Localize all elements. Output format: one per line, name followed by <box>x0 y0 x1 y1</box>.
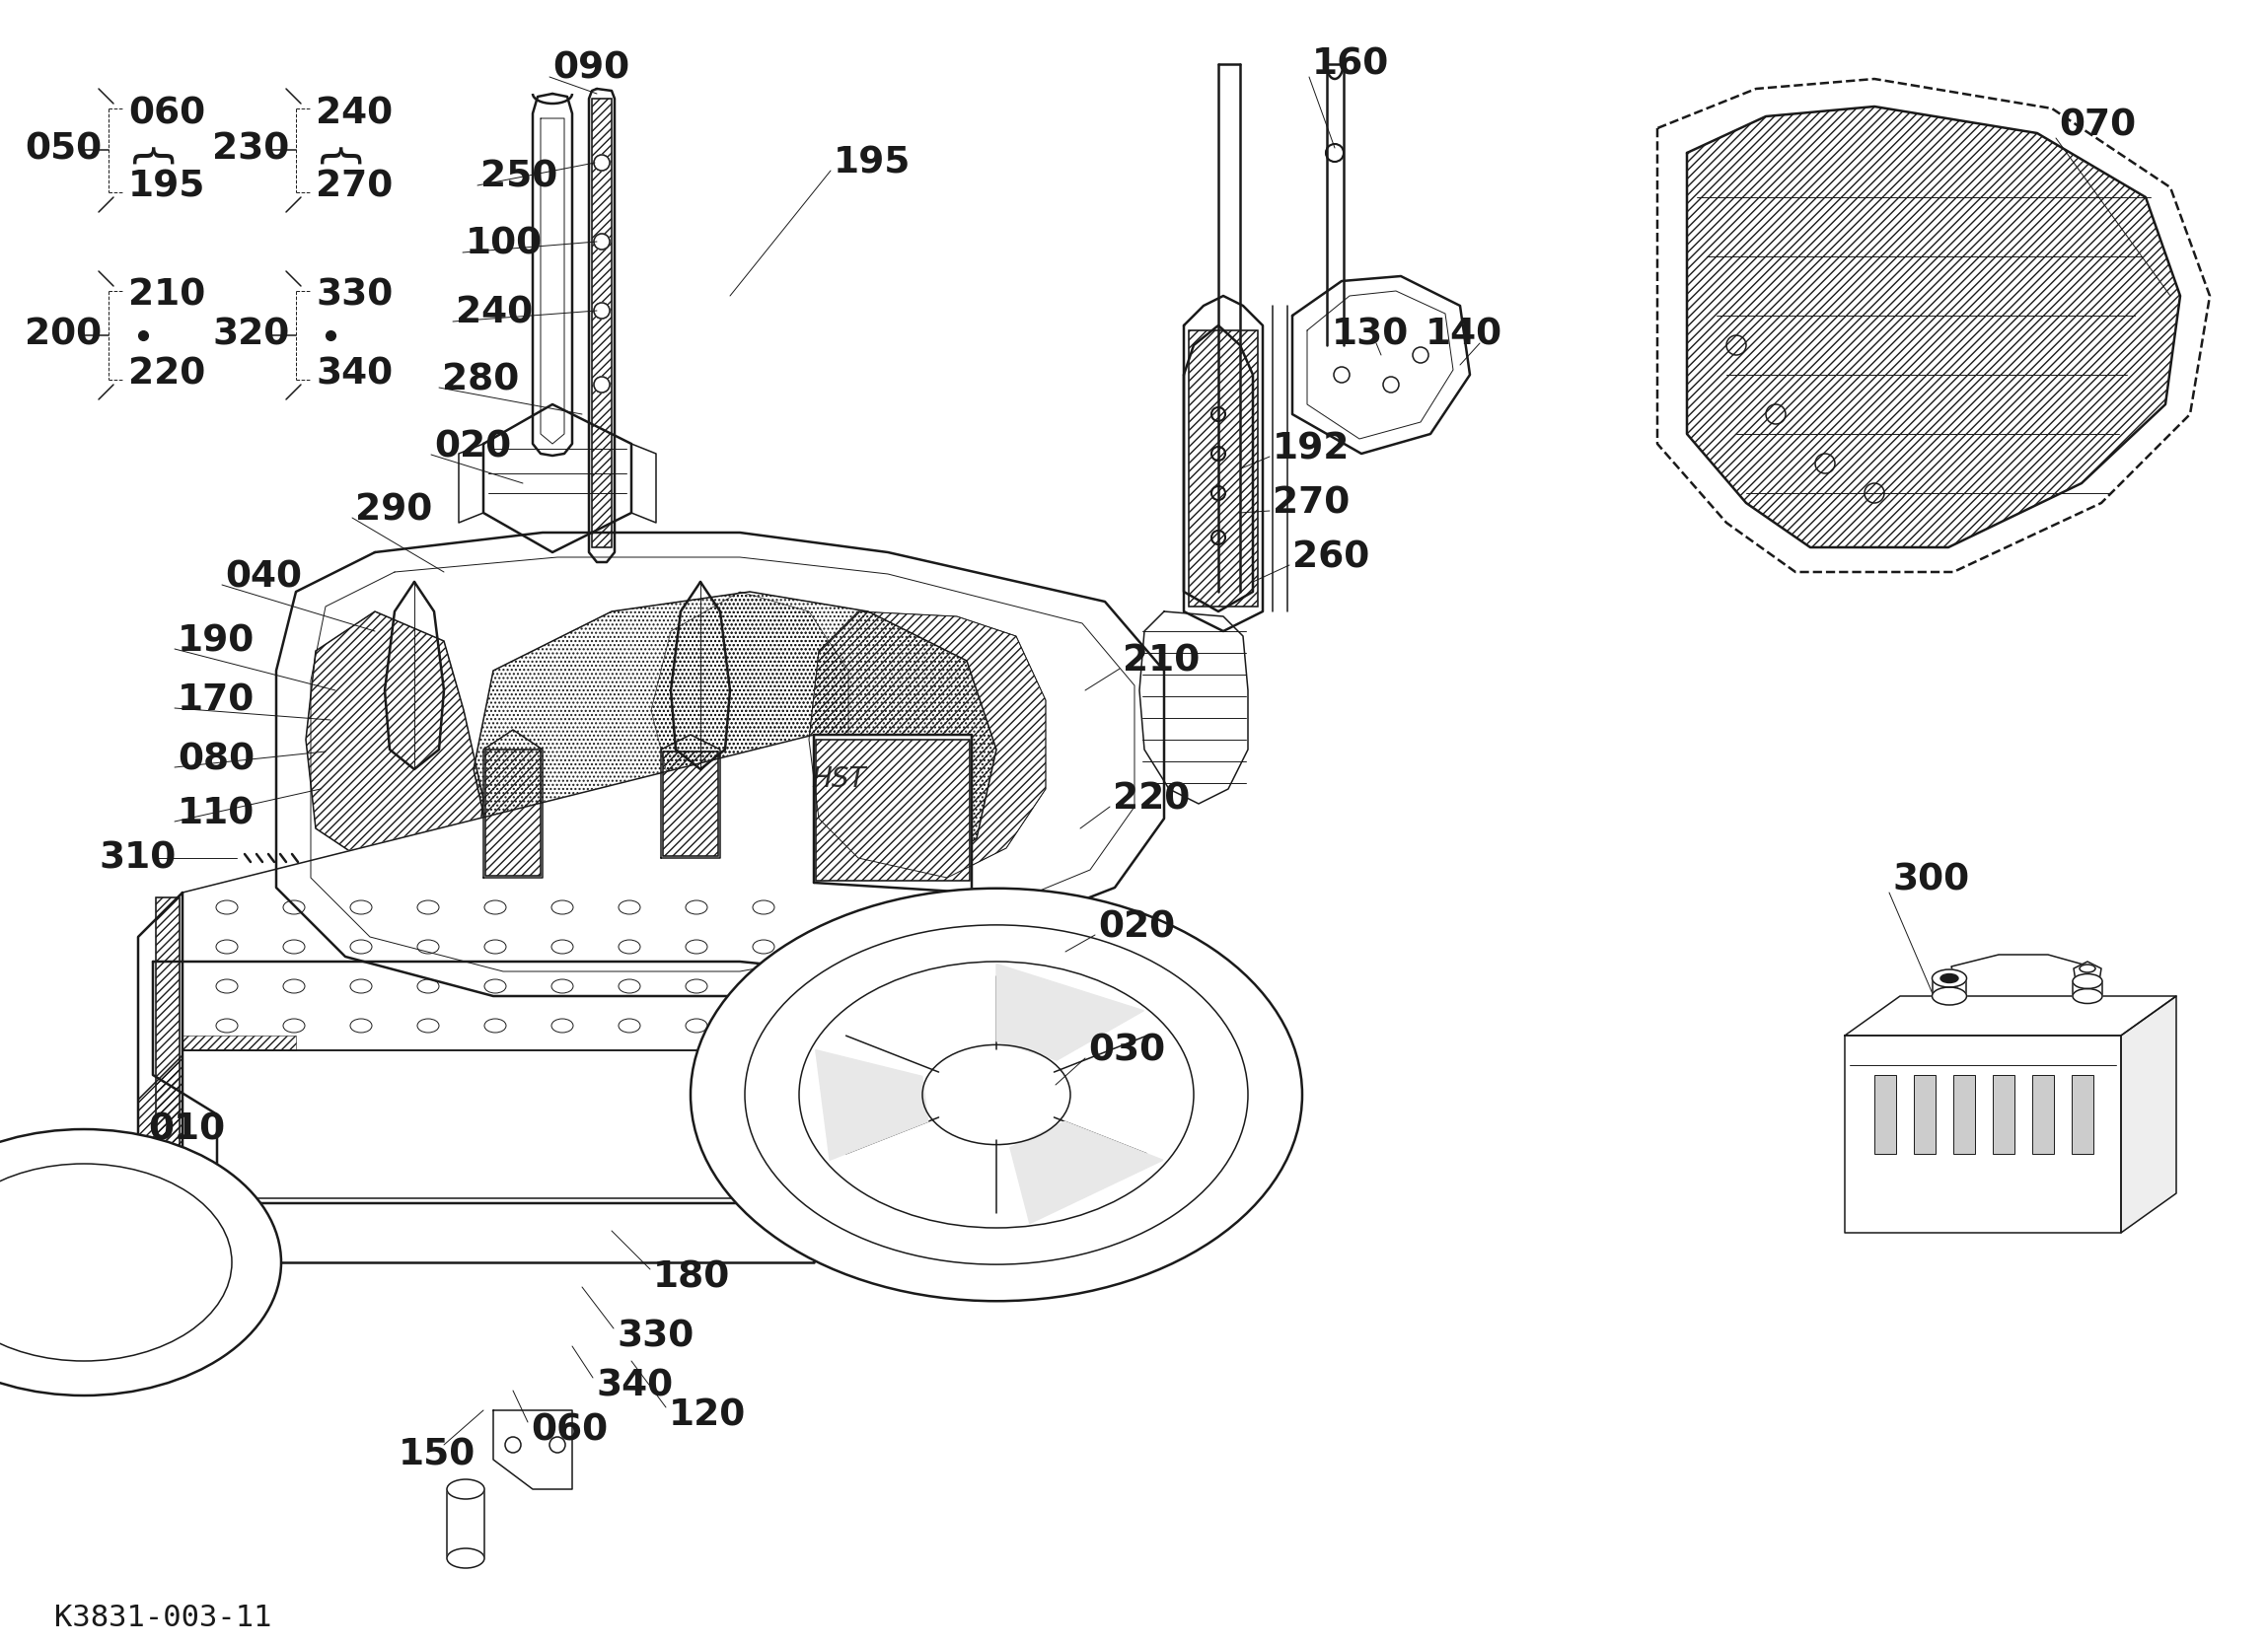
Text: 250: 250 <box>481 160 558 196</box>
Circle shape <box>594 234 610 250</box>
Text: K3831-003-11: K3831-003-11 <box>54 1603 272 1631</box>
Text: 220: 220 <box>1114 782 1191 816</box>
Text: 030: 030 <box>1089 1032 1166 1068</box>
Text: 300: 300 <box>1892 863 1969 897</box>
Text: 050: 050 <box>25 132 102 168</box>
Text: 280: 280 <box>442 362 519 397</box>
Text: 150: 150 <box>399 1437 476 1473</box>
Text: 330: 330 <box>617 1318 694 1355</box>
Ellipse shape <box>1941 974 1957 983</box>
Text: 290: 290 <box>356 492 433 528</box>
Text: 330: 330 <box>315 278 392 314</box>
Ellipse shape <box>798 961 1193 1228</box>
Polygon shape <box>996 965 1143 1060</box>
Text: 120: 120 <box>669 1397 746 1434</box>
Ellipse shape <box>689 889 1302 1300</box>
Text: 260: 260 <box>1293 540 1370 574</box>
Circle shape <box>594 234 610 250</box>
Text: 240: 240 <box>315 95 392 132</box>
Polygon shape <box>814 892 971 1198</box>
Circle shape <box>1327 143 1343 161</box>
Text: 310: 310 <box>98 839 177 876</box>
Text: 010: 010 <box>147 1111 225 1147</box>
Text: 090: 090 <box>553 51 631 87</box>
Circle shape <box>1211 486 1225 500</box>
Text: 130: 130 <box>1331 318 1408 352</box>
Circle shape <box>1211 407 1225 421</box>
Ellipse shape <box>447 1480 485 1500</box>
Bar <box>1953 1075 1975 1154</box>
Text: 192: 192 <box>1272 431 1349 466</box>
Text: 240: 240 <box>456 296 533 331</box>
Ellipse shape <box>744 925 1247 1264</box>
Text: 320: 320 <box>213 318 290 352</box>
Text: 020: 020 <box>433 430 510 464</box>
Polygon shape <box>2121 996 2177 1233</box>
Polygon shape <box>181 1050 814 1198</box>
Text: 190: 190 <box>177 624 254 658</box>
Text: 340: 340 <box>596 1368 674 1404</box>
Text: 270: 270 <box>1272 486 1349 520</box>
Ellipse shape <box>923 1045 1070 1144</box>
Ellipse shape <box>0 1129 281 1396</box>
Circle shape <box>1327 143 1343 161</box>
Text: 080: 080 <box>177 742 254 777</box>
Circle shape <box>1211 446 1225 461</box>
Bar <box>2071 1075 2093 1154</box>
Circle shape <box>594 155 610 171</box>
Circle shape <box>594 377 610 392</box>
Polygon shape <box>1009 1121 1163 1223</box>
Text: 195: 195 <box>835 145 912 181</box>
Ellipse shape <box>2073 974 2102 989</box>
Ellipse shape <box>2080 965 2096 973</box>
Bar <box>1994 1075 2014 1154</box>
Text: 340: 340 <box>315 357 392 392</box>
Ellipse shape <box>1932 969 1966 988</box>
Text: 140: 140 <box>1427 318 1504 352</box>
Text: }: } <box>129 137 170 165</box>
Text: 230: 230 <box>213 132 290 168</box>
Circle shape <box>1211 407 1225 421</box>
Text: 160: 160 <box>1313 46 1390 82</box>
Bar <box>2032 1075 2055 1154</box>
Text: 180: 180 <box>653 1259 730 1295</box>
Circle shape <box>594 303 610 319</box>
Bar <box>1873 1075 1896 1154</box>
Polygon shape <box>1844 996 2177 1035</box>
Text: 210: 210 <box>129 278 206 314</box>
Polygon shape <box>1844 1035 2121 1233</box>
Text: 200: 200 <box>25 318 102 352</box>
Text: 110: 110 <box>177 797 254 831</box>
Circle shape <box>1211 530 1225 545</box>
Text: 195: 195 <box>129 170 206 206</box>
Ellipse shape <box>1932 988 1966 1006</box>
Circle shape <box>1211 486 1225 500</box>
Text: 060: 060 <box>129 95 206 132</box>
Polygon shape <box>816 1050 928 1160</box>
Text: 220: 220 <box>129 357 206 392</box>
Ellipse shape <box>447 1549 485 1569</box>
Text: 210: 210 <box>1123 644 1200 678</box>
Text: }: } <box>315 137 358 165</box>
Text: 100: 100 <box>465 227 542 262</box>
Bar <box>1914 1075 1935 1154</box>
Circle shape <box>594 377 610 392</box>
Text: HST: HST <box>812 765 866 793</box>
Text: 060: 060 <box>531 1412 608 1448</box>
Text: 270: 270 <box>315 170 392 206</box>
Circle shape <box>1211 446 1225 461</box>
Circle shape <box>594 155 610 171</box>
Circle shape <box>1211 530 1225 545</box>
Ellipse shape <box>2073 989 2102 1004</box>
Text: 170: 170 <box>177 683 254 718</box>
Text: 020: 020 <box>1098 909 1175 945</box>
Text: 040: 040 <box>225 560 302 594</box>
Circle shape <box>594 303 610 319</box>
Text: 070: 070 <box>2059 109 2136 143</box>
Polygon shape <box>181 734 971 1050</box>
